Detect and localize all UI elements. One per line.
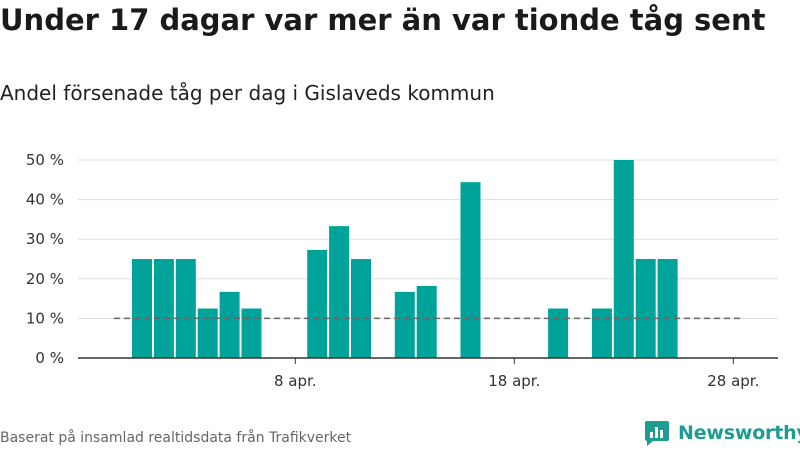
bar xyxy=(351,259,371,358)
bars xyxy=(132,160,678,358)
chart-title: Under 17 dagar var mer än var tionde tåg… xyxy=(0,3,766,37)
bar xyxy=(416,285,437,358)
y-tick-label: 30 % xyxy=(26,230,64,248)
x-tick-label: 8 apr. xyxy=(274,372,317,390)
bar xyxy=(241,308,262,358)
bar xyxy=(635,259,656,358)
bar xyxy=(175,259,196,358)
bar xyxy=(591,308,612,358)
y-tick-label: 20 % xyxy=(26,270,64,288)
bar xyxy=(548,308,569,358)
y-tick-label: 10 % xyxy=(26,309,64,327)
axes: 0 % 10 % 20 % 30 % 40 % 50 % 8 apr. 18 apr. 28 a… xyxy=(26,151,778,390)
bar xyxy=(307,249,328,358)
bar xyxy=(219,291,240,358)
bar xyxy=(132,259,152,358)
bar xyxy=(329,226,350,358)
bar xyxy=(153,259,174,358)
newsworthy-logo-icon xyxy=(645,421,669,446)
brand-name: Newsworthy xyxy=(678,422,800,444)
bar xyxy=(197,308,218,358)
y-tick-label: 50 % xyxy=(26,151,64,169)
x-tick-label: 18 apr. xyxy=(488,372,540,390)
source-note: Baserat på insamlad realtidsdata från Tr… xyxy=(0,430,352,446)
y-tick-label: 0 % xyxy=(35,349,64,367)
x-tick-label: 28 apr. xyxy=(707,372,759,390)
brand-logo: Newsworthy xyxy=(644,419,800,447)
bar xyxy=(657,259,678,358)
y-tick-label: 40 % xyxy=(26,191,64,209)
bar xyxy=(394,291,415,358)
bar xyxy=(460,182,481,358)
chart-subtitle: Andel försenade tåg per dag i Gislaveds … xyxy=(0,81,495,105)
bar-chart: 0 % 10 % 20 % 30 % 40 % 50 % 8 apr. 18 apr. 28 a… xyxy=(26,151,778,390)
bar xyxy=(613,160,634,358)
